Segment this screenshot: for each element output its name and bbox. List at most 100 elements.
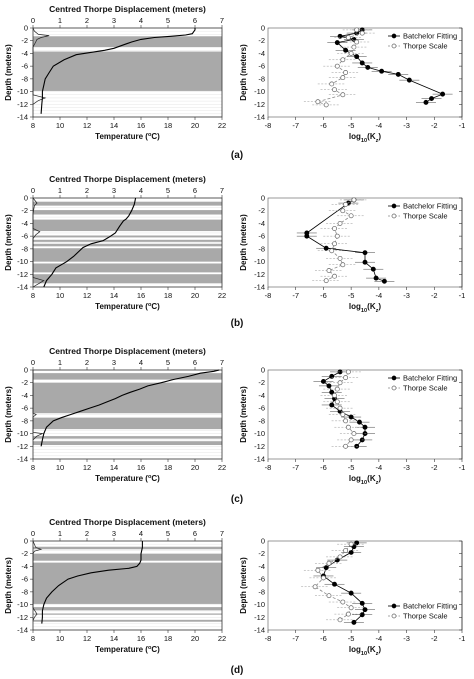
kz-plot: -8 -7 -6 -5 -4 -3 -2 -1 log10(Kz) 0 -2 -4 -6 -8 -10 -12… [239,366,465,487]
y-tick-label: -4 [21,219,28,228]
x-axis-title: log10(Kz) [349,132,381,144]
x-tick-label: -6 [320,634,327,643]
panel-3: Centred Thorpe Displacement (meters)0 1 2 3… [4,346,465,505]
y-tick-label: -4 [21,391,28,400]
batchelor-point [329,389,335,395]
thorpe-displacement-line [32,540,43,621]
bottom-tick-label: 12 [83,634,91,643]
thorpe-point [348,541,354,547]
overturn-band [33,51,222,91]
thorpe-point [351,44,357,50]
batchelor-point [362,607,368,613]
y-tick-label: -14 [17,283,28,292]
y-tick-label: -8 [21,74,28,83]
bottom-axis-title-part: C) [151,474,160,483]
thorpe-point [332,392,337,398]
batchelor-point [440,91,446,97]
x-tick-label: -3 [403,291,410,300]
bottom-tick-label: 18 [164,634,172,643]
x-axis-title-part: ) [378,132,381,141]
bottom-tick-label: 10 [56,291,64,300]
legend-label: Thorpe Scale [403,212,448,221]
overturn-band [33,248,222,262]
y-tick-label: 0 [24,537,28,546]
thorpe-point [343,70,349,75]
thorpe-point [326,593,332,599]
bottom-tick-label: 8 [31,291,35,300]
top-tick-label: 7 [220,186,224,195]
overturn-band [33,607,222,611]
overturn-band [33,373,222,380]
y-tick-label: -4 [258,391,265,400]
thorpe-point [337,220,343,226]
thorpe-point [332,87,337,93]
thorpe-displacement-line [32,27,50,105]
top-axis-title: Centred Thorpe Displacement (meters) [49,174,206,184]
panel-1: Centred Thorpe Displacement (meters)0 1 2 3… [4,4,465,161]
thorpe-point [315,99,321,105]
x-tick-label: -8 [265,121,272,130]
bottom-tick-label: 16 [137,634,145,643]
batchelor-point [323,245,329,251]
overturn-band [33,417,222,430]
x-axis-title-part: 10 [361,480,367,486]
y-axis-title: Depth (meters) [239,44,248,101]
y-tick-label: -12 [17,613,28,622]
y-tick-label: -14 [254,113,265,122]
x-axis-title-part: (K [367,132,376,141]
thorpe-point [348,50,354,56]
y-tick-label: -6 [258,575,265,584]
bottom-tick-label: 16 [137,291,145,300]
overturn-band [33,36,222,48]
y-tick-label: -8 [21,244,28,253]
y-tick-label: -2 [21,549,28,558]
y-tick-label: -2 [21,206,28,215]
x-tick-label: -6 [320,121,327,130]
thorpe-point [326,268,332,273]
thorpe-point [337,380,343,386]
top-tick-label: 7 [220,16,224,25]
thorpe-point [345,424,351,430]
top-tick-label: 2 [85,186,89,195]
overturn-band [33,210,222,215]
top-tick-label: 4 [139,16,143,25]
batchelor-point [429,96,434,102]
temperature-line [40,369,220,447]
overturn-band [33,613,222,615]
x-tick-label: -1 [459,121,466,130]
x-axis-title-part: z [376,138,379,144]
thorpe-point [340,262,346,268]
thorpe-point [351,197,357,203]
top-tick-label: 4 [139,358,143,367]
panel-caption: (c) [231,494,243,505]
legend-label: Thorpe Scale [403,42,448,51]
bottom-tick-label: 22 [218,291,226,300]
legend-swatch-marker [391,33,397,39]
x-axis-title-part: log [349,302,361,311]
top-tick-label: 2 [85,529,89,538]
y-tick-label: -4 [21,49,28,58]
batchelor-point [351,619,357,625]
bottom-tick-label: 20 [191,121,199,130]
y-tick-label: -12 [254,613,265,622]
y-axis-title: Depth (meters) [239,214,248,271]
legend-label: Batchelor Fitting [403,32,457,41]
x-tick-label: -8 [265,291,272,300]
y-tick-label: -4 [21,562,28,571]
top-tick-label: 6 [193,358,197,367]
y-tick-label: -12 [254,442,265,451]
batchelor-point [365,64,371,70]
thorpe-point [334,63,340,69]
batchelor-point [326,383,332,389]
top-axis-title: Centred Thorpe Displacement (meters) [49,4,206,14]
x-tick-label: -6 [320,291,327,300]
bottom-axis-title-part: Temperature ( [95,132,148,141]
thorpe-point [351,431,357,437]
bottom-tick-label: 14 [110,634,118,643]
thorpe-point [345,369,351,375]
y-tick-label: 0 [261,537,265,546]
thorpe-point [332,241,337,247]
bottom-tick-label: 12 [83,291,91,300]
bottom-tick-label: 16 [137,121,145,130]
